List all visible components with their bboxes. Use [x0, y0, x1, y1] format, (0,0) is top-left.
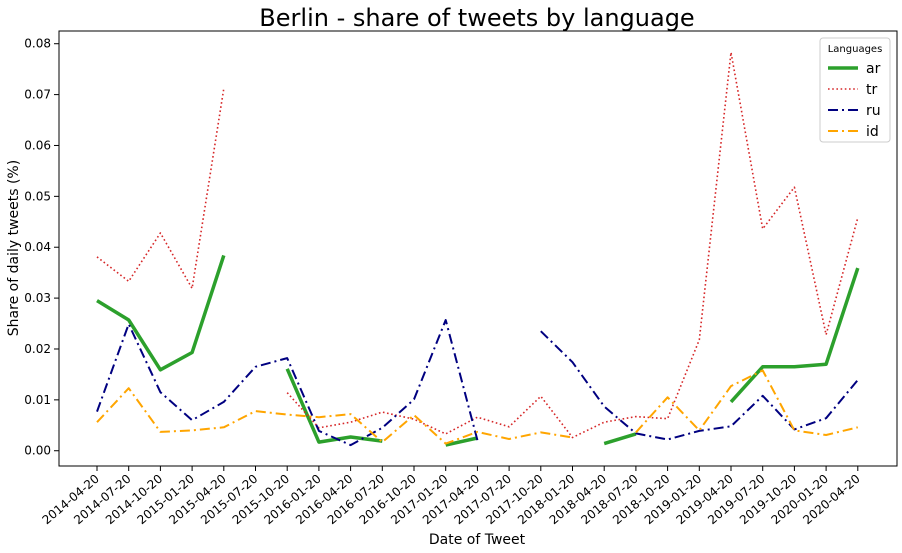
y-tick-label: 0.02 — [24, 342, 51, 356]
legend-label-id: id — [866, 124, 879, 140]
chart-title: Berlin - share of tweets by language — [259, 4, 694, 32]
legend-box — [819, 37, 891, 143]
series-line-id — [96, 369, 859, 445]
legend-title: Languages — [828, 44, 883, 55]
legend-label-ru: ru — [866, 103, 881, 119]
y-axis: 0.00 0.01 0.02 0.03 0.04 0.05 0.06 0.07 0.08 — [24, 37, 59, 458]
y-tick-label: 0.06 — [24, 138, 51, 152]
legend-label-ar: ar — [866, 61, 881, 77]
series-line-ar — [96, 254, 860, 447]
y-tick-label: 0.01 — [24, 393, 51, 407]
legend-label-tr: tr — [866, 82, 877, 98]
y-tick-label: 0.03 — [24, 291, 51, 305]
y-tick-label: 0.00 — [24, 444, 51, 458]
plot-area — [58, 30, 898, 467]
y-tick-label: 0.05 — [24, 189, 51, 203]
series-line-tr — [96, 51, 859, 439]
y-tick-label: 0.04 — [24, 240, 51, 254]
y-tick-label: 0.07 — [24, 88, 51, 102]
x-axis-label: Date of Tweet — [429, 532, 526, 548]
y-tick-label: 0.08 — [24, 37, 51, 51]
legend: Languages ar tr ru id — [819, 37, 891, 143]
y-axis-label: Share of daily tweets (%) — [6, 160, 22, 336]
x-axis: 2014-04-202014-07-202014-10-202015-01-20… — [39, 466, 863, 527]
series-layer — [96, 51, 860, 447]
series-line-ru — [96, 319, 859, 447]
